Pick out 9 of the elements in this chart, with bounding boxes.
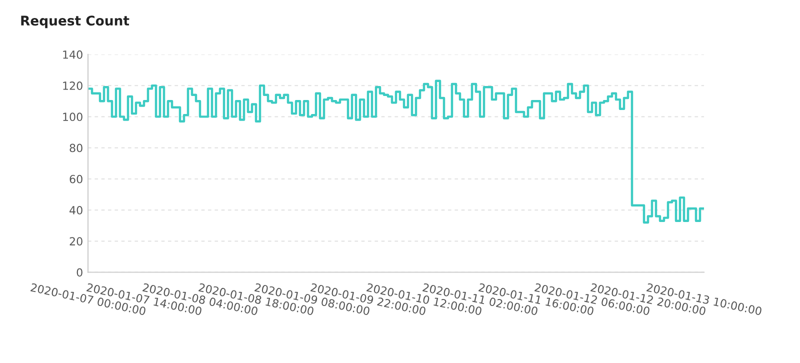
- y-tick-label: 120: [63, 82, 82, 90]
- y-tick-label: 60: [70, 174, 82, 184]
- y-tick-label: 0: [76, 268, 82, 277]
- y-tick-label: 20: [70, 237, 82, 246]
- y-tick-label: 40: [70, 206, 82, 214]
- y-tick-label: 100: [63, 112, 82, 122]
- chart-title: Request Count: [21, 16, 130, 28]
- y-tick-label: 140: [63, 50, 82, 59]
- y-tick-label: 80: [70, 144, 82, 152]
